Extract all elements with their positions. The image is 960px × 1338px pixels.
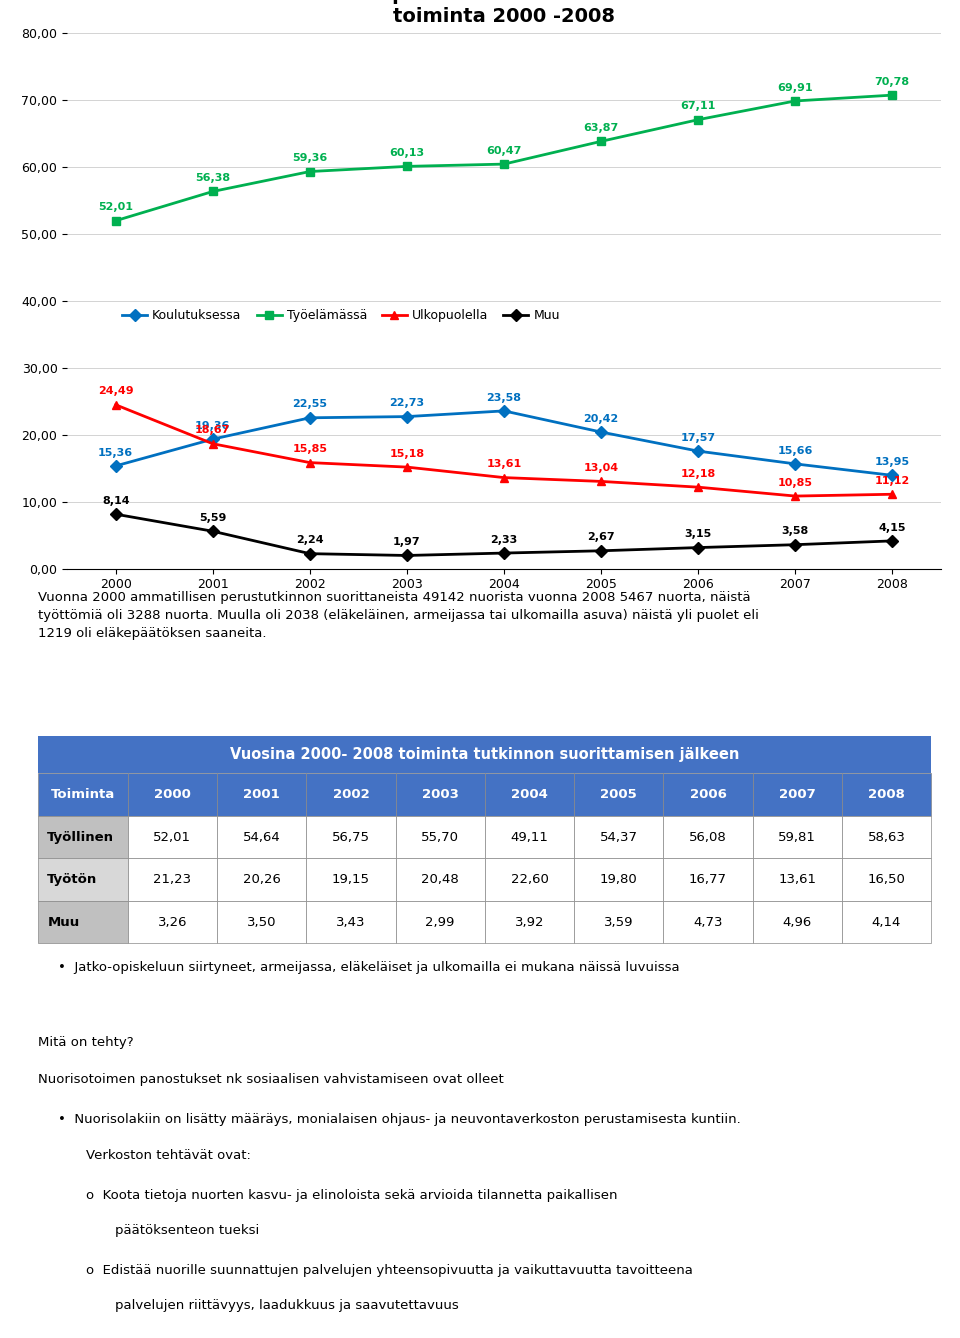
Text: Vuosina 2000- 2008 toiminta tutkinnon suorittamisen jälkeen: Vuosina 2000- 2008 toiminta tutkinnon su… bbox=[230, 747, 739, 763]
Text: 3,58: 3,58 bbox=[781, 526, 809, 537]
Legend: Koulutuksessa, Työelämässä, Ulkopuolella, Muu: Koulutuksessa, Työelämässä, Ulkopuolella… bbox=[117, 304, 564, 326]
Text: •  Nuorisolakiin on lisätty määräys, monialaisen ohjaus- ja neuvontaverkoston pe: • Nuorisolakiin on lisätty määräys, moni… bbox=[58, 1113, 740, 1127]
FancyBboxPatch shape bbox=[38, 736, 931, 773]
Text: päätöksenteon tueksi: päätöksenteon tueksi bbox=[115, 1224, 259, 1238]
Text: 11,12: 11,12 bbox=[875, 476, 910, 486]
Text: Verkoston tehtävät ovat:: Verkoston tehtävät ovat: bbox=[86, 1149, 252, 1163]
Title: Ammatillisen perustutkinnon 2000 suorittaneet
toiminta 2000 -2008: Ammatillisen perustutkinnon 2000 suoritt… bbox=[242, 0, 766, 27]
Text: 13,95: 13,95 bbox=[875, 458, 910, 467]
Text: 12,18: 12,18 bbox=[681, 468, 716, 479]
Text: 70,78: 70,78 bbox=[875, 76, 910, 87]
Text: 69,91: 69,91 bbox=[778, 83, 813, 92]
Text: 24,49: 24,49 bbox=[98, 387, 133, 396]
Text: Vuonna 2000 ammatillisen perustutkinnon suorittaneista 49142 nuorista vuonna 200: Vuonna 2000 ammatillisen perustutkinnon … bbox=[38, 591, 759, 641]
Text: 20,42: 20,42 bbox=[584, 413, 618, 424]
Text: 15,18: 15,18 bbox=[390, 448, 424, 459]
Text: 5,59: 5,59 bbox=[199, 512, 227, 523]
Text: 2,33: 2,33 bbox=[491, 535, 517, 545]
Text: 17,57: 17,57 bbox=[681, 432, 716, 443]
Text: 13,04: 13,04 bbox=[584, 463, 618, 474]
Text: •  Jatko-opiskeluun siirtyneet, armeijassa, eläkeläiset ja ulkomailla ei mukana : • Jatko-opiskeluun siirtyneet, armeijass… bbox=[58, 961, 680, 974]
Text: 10,85: 10,85 bbox=[778, 478, 813, 488]
Text: Nuorisotoimen panostukset nk sosiaalisen vahvistamiseen ovat olleet: Nuorisotoimen panostukset nk sosiaalisen… bbox=[38, 1073, 504, 1086]
Text: 13,61: 13,61 bbox=[487, 459, 521, 470]
Text: 8,14: 8,14 bbox=[102, 496, 130, 506]
Text: 60,47: 60,47 bbox=[487, 146, 521, 155]
Text: o  Koota tietoja nuorten kasvu- ja elinoloista sekä arvioida tilannetta paikalli: o Koota tietoja nuorten kasvu- ja elinol… bbox=[86, 1189, 618, 1203]
Text: 67,11: 67,11 bbox=[681, 102, 716, 111]
Text: palvelujen riittävyys, laadukkuus ja saavutettavuus: palvelujen riittävyys, laadukkuus ja saa… bbox=[115, 1299, 459, 1313]
Text: 23,58: 23,58 bbox=[487, 392, 521, 403]
Text: o  Edistää nuorille suunnattujen palvelujen yhteensopivuutta ja vaikuttavuutta t: o Edistää nuorille suunnattujen palveluj… bbox=[86, 1264, 693, 1278]
Text: 52,01: 52,01 bbox=[98, 202, 133, 213]
Text: Mitä on tehty?: Mitä on tehty? bbox=[38, 1036, 134, 1049]
Text: 22,55: 22,55 bbox=[293, 400, 327, 409]
Text: 22,73: 22,73 bbox=[390, 399, 424, 408]
Text: 15,85: 15,85 bbox=[293, 444, 327, 455]
Text: 18,67: 18,67 bbox=[195, 425, 230, 435]
Text: 4,15: 4,15 bbox=[878, 523, 906, 533]
Text: 15,36: 15,36 bbox=[98, 447, 133, 458]
Text: 15,66: 15,66 bbox=[778, 446, 813, 455]
Text: 19,36: 19,36 bbox=[195, 420, 230, 431]
Text: 56,38: 56,38 bbox=[195, 173, 230, 183]
Text: 1,97: 1,97 bbox=[394, 537, 420, 547]
Text: 60,13: 60,13 bbox=[390, 149, 424, 158]
Text: 2,24: 2,24 bbox=[296, 535, 324, 546]
Text: 3,15: 3,15 bbox=[684, 530, 711, 539]
Text: 2,67: 2,67 bbox=[588, 533, 614, 542]
Text: 63,87: 63,87 bbox=[584, 123, 618, 132]
Text: 59,36: 59,36 bbox=[292, 153, 327, 163]
